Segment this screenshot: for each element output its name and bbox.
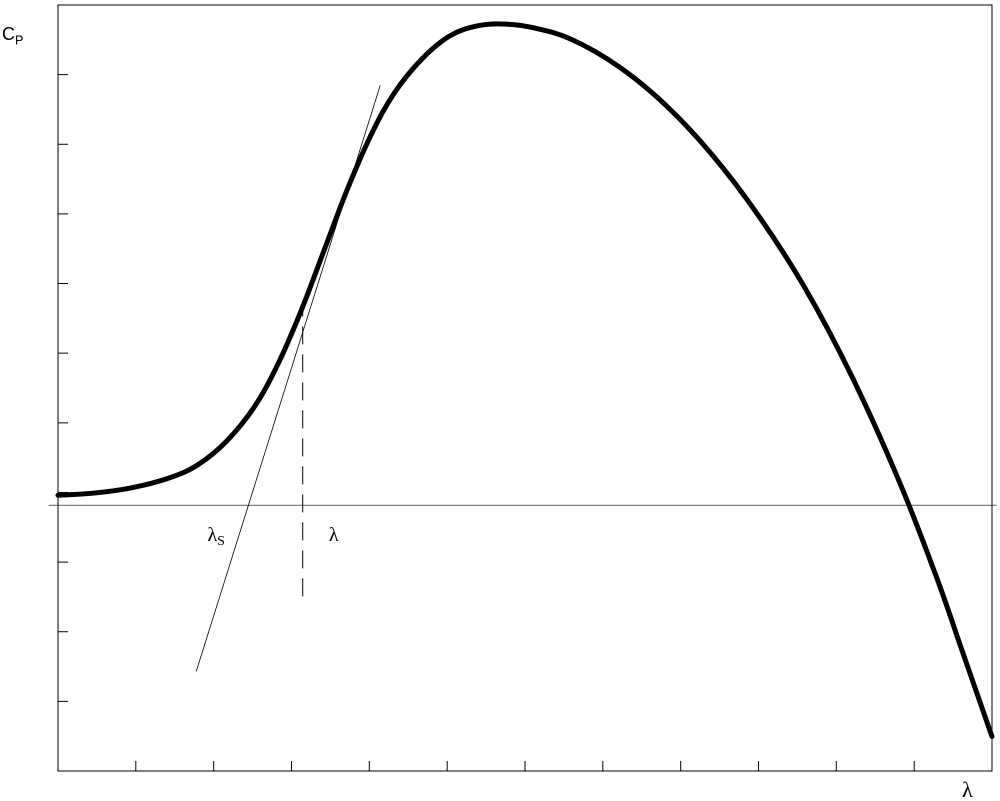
x-axis-label: λ (962, 777, 973, 801)
y-axis-label: CP (2, 24, 23, 48)
annotation-lambda: λ (329, 524, 339, 546)
cp-lambda-chart: λSλλ (0, 0, 1000, 801)
